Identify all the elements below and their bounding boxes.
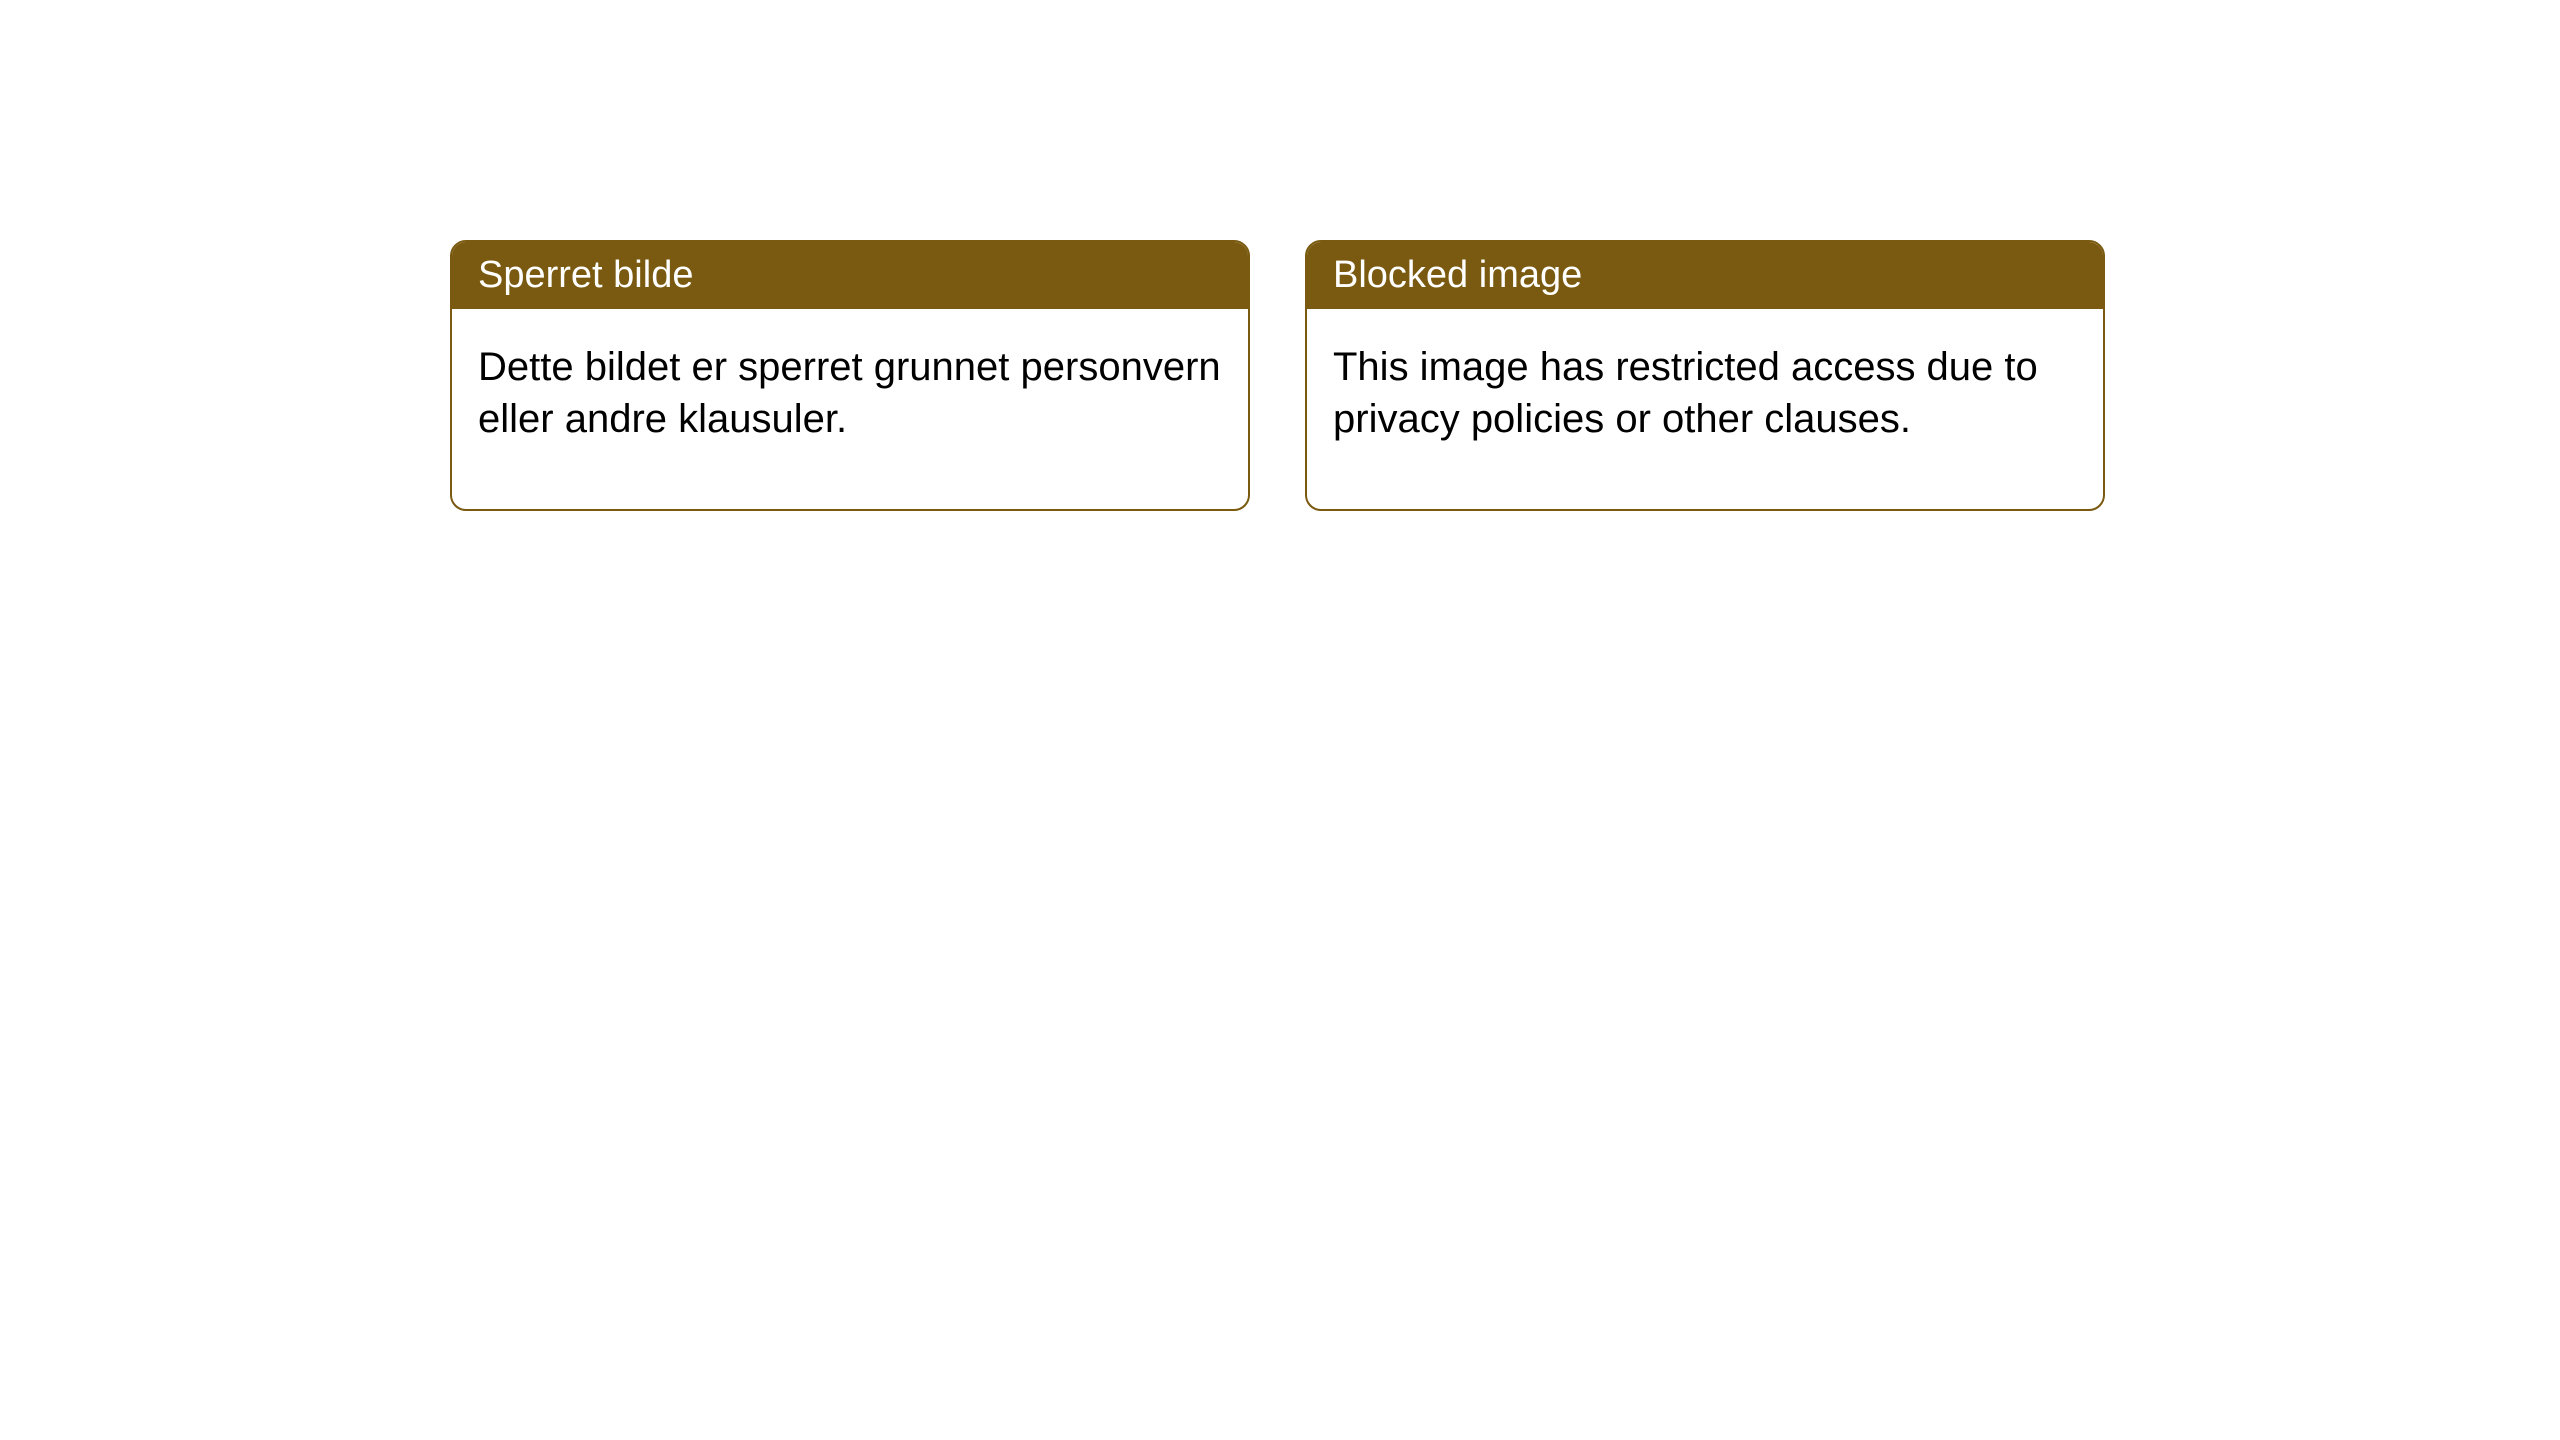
blocked-image-card-en: Blocked image This image has restricted … bbox=[1305, 240, 2105, 511]
card-header: Blocked image bbox=[1307, 242, 2103, 309]
blocked-image-card-no: Sperret bilde Dette bildet er sperret gr… bbox=[450, 240, 1250, 511]
card-body: This image has restricted access due to … bbox=[1307, 309, 2103, 509]
card-title: Blocked image bbox=[1333, 254, 1582, 296]
card-body: Dette bildet er sperret grunnet personve… bbox=[452, 309, 1248, 509]
card-body-text: This image has restricted access due to … bbox=[1333, 345, 2038, 441]
card-container: Sperret bilde Dette bildet er sperret gr… bbox=[0, 0, 2560, 511]
card-header: Sperret bilde bbox=[452, 242, 1248, 309]
card-title: Sperret bilde bbox=[478, 254, 693, 296]
card-body-text: Dette bildet er sperret grunnet personve… bbox=[478, 345, 1221, 441]
